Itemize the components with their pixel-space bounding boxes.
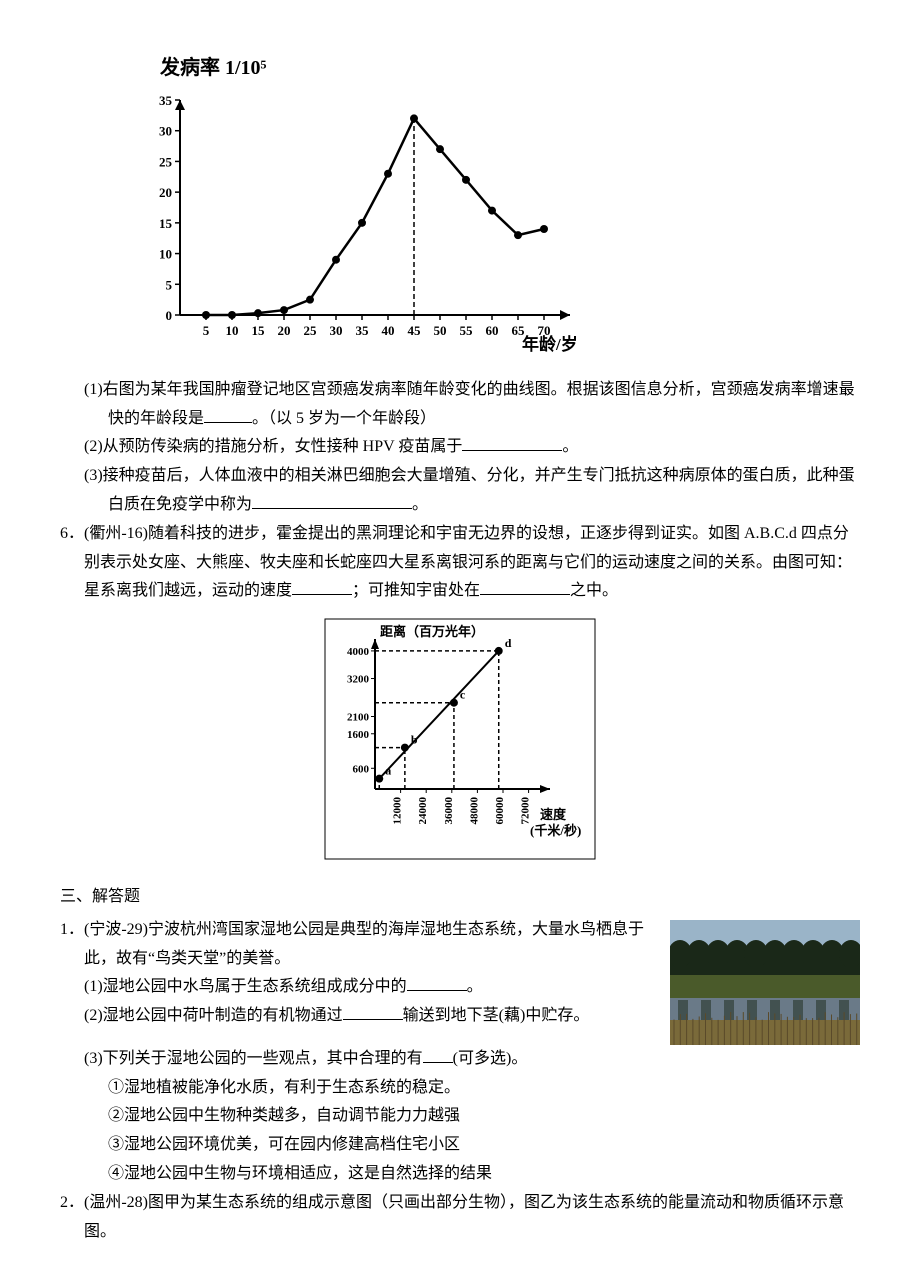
svg-text:5: 5 — [203, 323, 210, 338]
q1-p3-suffix: (可多选)。 — [453, 1050, 528, 1067]
svg-text:c: c — [460, 688, 466, 702]
svg-text:20: 20 — [159, 185, 172, 200]
q5-blank1 — [204, 422, 252, 423]
q1-blank3 — [423, 1062, 453, 1063]
q1-text-block: 1．(宁波-29)宁波杭州湾国家湿地公园是典型的海岸湿地生态系统，大量水鸟栖息于… — [60, 916, 658, 1031]
q6-suffix: 之中。 — [570, 582, 618, 599]
q5-part2: (2)从预防传染病的措施分析，女性接种 HPV 疫苗属于 。 — [60, 433, 860, 462]
q5-part3-prefix: (3)接种疫苗后，人体血液中的相关淋巴细胞会大量增殖、分化，并产生专门抵抗这种病… — [84, 467, 855, 513]
q1-p2-mid: 输送到地下茎(藕)中贮存。 — [403, 1007, 590, 1024]
q5-part1-suffix: 。（以 5 岁为一个年龄段） — [252, 410, 436, 427]
q1-p3-prefix: (3)下列关于湿地公园的一些观点，其中合理的有 — [84, 1050, 423, 1067]
svg-text:a: a — [385, 764, 391, 778]
wetland-photo — [670, 920, 860, 1045]
svg-text:12000: 12000 — [392, 797, 404, 825]
q6-num: 6． — [60, 525, 84, 542]
svg-text:10: 10 — [226, 323, 239, 338]
q1-row: 1．(宁波-29)宁波杭州湾国家湿地公园是典型的海岸湿地生态系统，大量水鸟栖息于… — [60, 916, 860, 1045]
q1-blank2 — [343, 1019, 403, 1020]
q2-num: 2． — [60, 1194, 84, 1211]
q5-blank3 — [252, 508, 412, 509]
svg-text:4000: 4000 — [347, 646, 370, 658]
svg-text:d: d — [505, 636, 512, 650]
q5-part3-suffix: 。 — [412, 496, 428, 513]
section3-heading: 三、解答题 — [60, 883, 860, 912]
svg-text:50: 50 — [434, 323, 447, 338]
svg-text:600: 600 — [353, 763, 370, 775]
svg-text:24000: 24000 — [417, 797, 429, 825]
svg-text:0: 0 — [166, 308, 173, 323]
q1-part1: (1)湿地公园中水鸟属于生态系统组成成分中的 。 — [60, 973, 658, 1002]
q5-part1: (1)右图为某年我国肿瘤登记地区宫颈癌发病率随年龄变化的曲线图。根据该图信息分析… — [60, 376, 860, 434]
svg-text:15: 15 — [252, 323, 266, 338]
chart2-container: 距离（百万光年） 600 1600 2100 3200 4000 12000 24000 360… — [60, 614, 860, 875]
q5-blank2 — [462, 450, 562, 451]
svg-text:距离（百万光年）: 距离（百万光年） — [380, 624, 484, 639]
q6-blank1 — [292, 594, 352, 595]
svg-text:60: 60 — [486, 323, 499, 338]
q1-p1-suffix: 。 — [467, 978, 483, 995]
q2: 2．(温州-28)图甲为某生态系统的组成示意图（只画出部分生物），图乙为该生态系… — [60, 1189, 860, 1247]
svg-text:25: 25 — [159, 154, 173, 169]
svg-text:10: 10 — [159, 247, 172, 262]
q2-text: (温州-28)图甲为某生态系统的组成示意图（只画出部分生物），图乙为该生态系统的… — [84, 1194, 844, 1240]
q6-mid: ；可推知宇宙处在 — [352, 582, 480, 599]
svg-text:3200: 3200 — [347, 674, 370, 686]
q1-opt2: ②湿地公园中生物种类越多，自动调节能力力越强 — [60, 1102, 860, 1131]
chart1-container: 发病率 1/10⁵ 0 5 10 15 20 25 30 35 5 10 15 20 25 30 35 40 4… — [140, 50, 860, 366]
svg-text:30: 30 — [159, 124, 172, 139]
q1-intro-text: (宁波-29)宁波杭州湾国家湿地公园是典型的海岸湿地生态系统，大量水鸟栖息于此，… — [84, 921, 644, 967]
svg-text:15: 15 — [159, 216, 173, 231]
svg-text:72000: 72000 — [520, 797, 532, 825]
svg-text:速度: 速度 — [540, 807, 567, 822]
q1-num: 1． — [60, 921, 84, 938]
chart1-svg: 0510152025303551015202530354045505560657… — [140, 90, 580, 355]
chart2-svg: 距离（百万光年） 600 1600 2100 3200 4000 12000 24000 360… — [320, 614, 600, 864]
q1-blank1 — [407, 990, 467, 991]
chart1-title: 发病率 1/10⁵ — [160, 50, 860, 86]
q1-part2: (2)湿地公园中荷叶制造的有机物通过 输送到地下茎(藕)中贮存。 — [60, 1002, 658, 1031]
svg-text:35: 35 — [356, 323, 370, 338]
svg-text:35: 35 — [159, 93, 173, 108]
svg-text:40: 40 — [382, 323, 395, 338]
svg-text:5: 5 — [166, 277, 173, 292]
svg-text:20: 20 — [278, 323, 291, 338]
svg-text:48000: 48000 — [468, 797, 480, 825]
svg-text:55: 55 — [460, 323, 474, 338]
q5-part3: (3)接种疫苗后，人体血液中的相关淋巴细胞会大量增殖、分化，并产生专门抵抗这种病… — [60, 462, 860, 520]
svg-text:1600: 1600 — [347, 729, 370, 741]
q1-opt1: ①湿地植被能净化水质，有利于生态系统的稳定。 — [60, 1074, 860, 1103]
q5-part1-text: (1)右图为某年我国肿瘤登记地区宫颈癌发病率随年龄变化的曲线图。根据该图信息分析… — [84, 381, 855, 427]
q1-intro: 1．(宁波-29)宁波杭州湾国家湿地公园是典型的海岸湿地生态系统，大量水鸟栖息于… — [60, 916, 658, 974]
svg-text:45: 45 — [408, 323, 422, 338]
q5-part2-suffix: 。 — [562, 438, 578, 455]
svg-text:年龄/岁: 年龄/岁 — [522, 334, 578, 354]
svg-text:b: b — [411, 733, 418, 747]
q1-opt4: ④湿地公园中生物与环境相适应，这是自然选择的结果 — [60, 1160, 860, 1189]
svg-text:60000: 60000 — [494, 797, 506, 825]
q5-part2-prefix: (2)从预防传染病的措施分析，女性接种 HPV 疫苗属于 — [84, 438, 462, 455]
svg-text:25: 25 — [304, 323, 318, 338]
svg-text:36000: 36000 — [443, 797, 455, 825]
svg-text:30: 30 — [330, 323, 343, 338]
q6: 6．(衢州-16)随着科技的进步，霍金提出的黑洞理论和宇宙无边界的设想，正逐步得… — [60, 520, 860, 606]
q1-part3: (3)下列关于湿地公园的一些观点，其中合理的有 (可多选)。 — [60, 1045, 860, 1074]
q1-p2-prefix: (2)湿地公园中荷叶制造的有机物通过 — [84, 1007, 343, 1024]
q1-opt3: ③湿地公园环境优美，可在园内修建高档住宅小区 — [60, 1131, 860, 1160]
q6-blank2 — [480, 594, 570, 595]
svg-text:2100: 2100 — [347, 712, 370, 724]
svg-text:(千米/秒): (千米/秒) — [530, 823, 581, 838]
q1-p1-prefix: (1)湿地公园中水鸟属于生态系统组成成分中的 — [84, 978, 407, 995]
